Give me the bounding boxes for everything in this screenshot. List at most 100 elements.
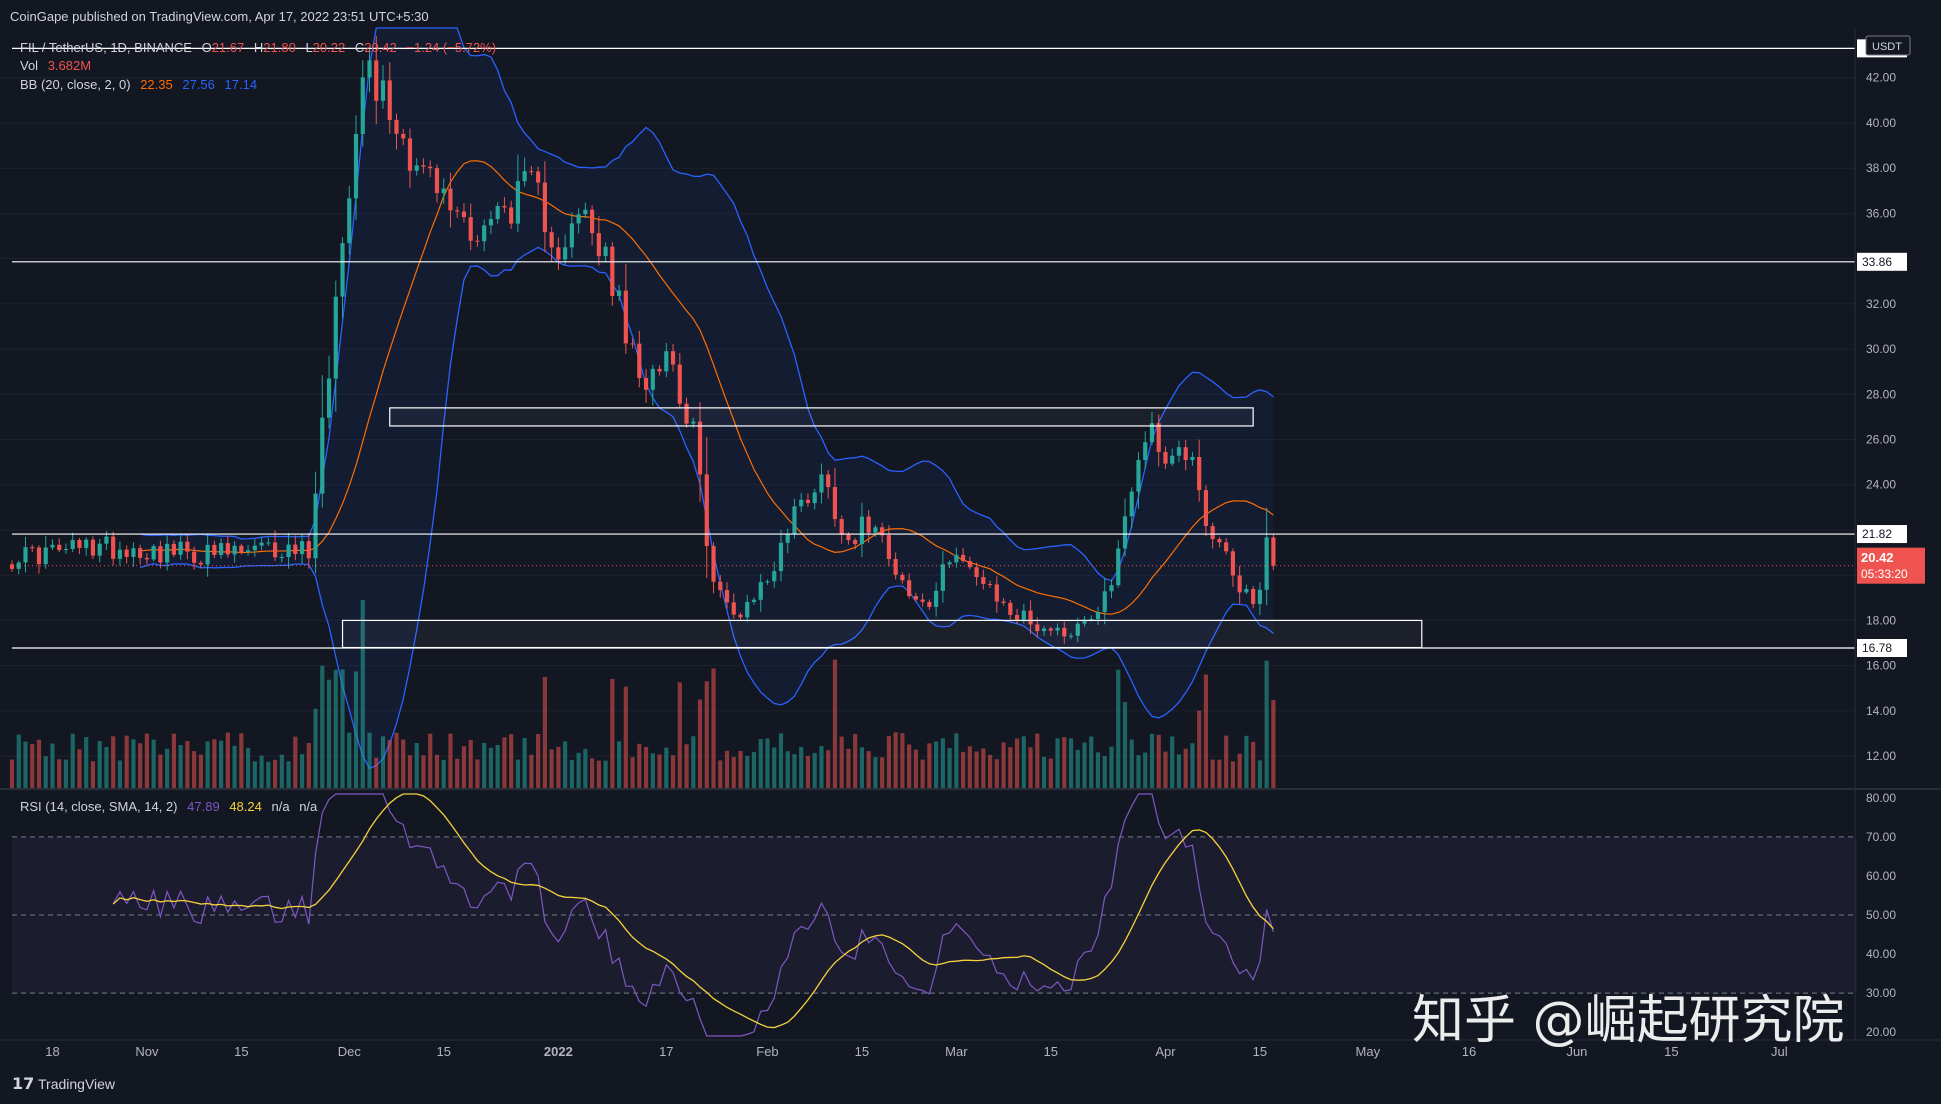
candle-body[interactable]: [131, 548, 136, 557]
candle-body[interactable]: [63, 549, 69, 551]
symbol-pair[interactable]: FIL / TetherUS, 1D, BINANCE: [20, 40, 192, 55]
candle-body[interactable]: [1055, 627, 1060, 631]
candle-body[interactable]: [144, 557, 149, 560]
candle-body[interactable]: [1082, 619, 1087, 624]
candle-body[interactable]: [799, 499, 804, 507]
candle-body[interactable]: [610, 246, 615, 296]
candle-body[interactable]: [724, 590, 730, 603]
candle-body[interactable]: [286, 544, 291, 558]
candle-body[interactable]: [124, 549, 129, 557]
candle-body[interactable]: [853, 540, 858, 545]
candle-body[interactable]: [104, 536, 109, 544]
candle-body[interactable]: [1237, 575, 1242, 593]
bb-legend[interactable]: BB (20, close, 2, 0) 22.35 27.56 17.14: [20, 77, 257, 92]
candle-body[interactable]: [967, 560, 972, 568]
candle-body[interactable]: [266, 542, 271, 544]
rsi-legend[interactable]: RSI (14, close, SMA, 14, 2) 47.89 48.24 …: [20, 799, 318, 814]
candle-body[interactable]: [583, 209, 588, 215]
candle-body[interactable]: [219, 543, 224, 555]
candle-body[interactable]: [468, 217, 473, 241]
candle-body[interactable]: [819, 474, 824, 493]
candle-body[interactable]: [832, 487, 838, 520]
candle-body[interactable]: [1089, 619, 1094, 621]
candle-body[interactable]: [826, 474, 831, 488]
candle-body[interactable]: [70, 539, 75, 550]
candle-body[interactable]: [697, 421, 703, 475]
candle-body[interactable]: [657, 368, 662, 372]
candle-body[interactable]: [178, 541, 183, 555]
candle-body[interactable]: [1008, 602, 1013, 615]
candle-body[interactable]: [751, 599, 757, 602]
candle-body[interactable]: [30, 547, 35, 549]
candle-body[interactable]: [569, 223, 574, 248]
candle-body[interactable]: [1122, 516, 1128, 549]
candle-body[interactable]: [198, 562, 203, 565]
candle-body[interactable]: [563, 247, 568, 260]
time-axis[interactable]: 18 Nov 15 Dec 15 2022 17 Feb 15 Mar 15 Apr 15 May 16 Ju…: [45, 1044, 1787, 1059]
candle-body[interactable]: [1224, 542, 1229, 552]
currency-tag[interactable]: USDT: [1872, 41, 1902, 53]
candle-body[interactable]: [77, 539, 82, 548]
candle-body[interactable]: [367, 60, 372, 78]
candle-body[interactable]: [158, 546, 163, 563]
candle-body[interactable]: [374, 60, 379, 101]
candle-body[interactable]: [138, 548, 143, 558]
rsi-axis[interactable]: 80.00 70.00 60.00 50.00 40.00 30.00 20.00: [1866, 791, 1896, 1039]
candle-body[interactable]: [913, 596, 918, 600]
candle-body[interactable]: [880, 527, 885, 536]
candle-body[interactable]: [778, 542, 784, 572]
candle-body[interactable]: [987, 584, 993, 586]
candle-body[interactable]: [509, 207, 514, 224]
candle-body[interactable]: [718, 581, 723, 591]
candle-body[interactable]: [421, 165, 426, 167]
candle-body[interactable]: [974, 567, 979, 578]
candle-body[interactable]: [812, 492, 817, 504]
candle-body[interactable]: [637, 343, 642, 379]
candle-body[interactable]: [623, 290, 628, 344]
candle-body[interactable]: [603, 246, 608, 257]
candle-body[interactable]: [353, 133, 359, 199]
candle-body[interactable]: [886, 535, 891, 560]
candle-body[interactable]: [428, 166, 433, 169]
candle-body[interactable]: [441, 188, 446, 194]
candle-body[interactable]: [691, 421, 696, 424]
candle-body[interactable]: [111, 536, 116, 559]
candle-body[interactable]: [961, 554, 966, 561]
candle-body[interactable]: [252, 545, 257, 551]
candle-body[interactable]: [1251, 589, 1256, 604]
candle-body[interactable]: [1116, 548, 1121, 586]
candle-body[interactable]: [704, 474, 709, 547]
candle-body[interactable]: [434, 168, 440, 194]
candle-body[interactable]: [475, 240, 480, 242]
candle-body[interactable]: [549, 232, 554, 248]
candle-body[interactable]: [387, 80, 392, 120]
candle-body[interactable]: [1149, 423, 1155, 443]
candle-body[interactable]: [765, 581, 770, 583]
candle-body[interactable]: [947, 562, 952, 565]
candle-body[interactable]: [934, 590, 939, 607]
candle-body[interactable]: [731, 602, 736, 615]
candle-body[interactable]: [515, 181, 520, 224]
candle-body[interactable]: [1021, 610, 1026, 620]
candle-body[interactable]: [859, 516, 865, 545]
candle-body[interactable]: [347, 198, 352, 244]
candle-body[interactable]: [407, 138, 413, 171]
candle-body[interactable]: [360, 77, 365, 134]
candle-body[interactable]: [1102, 591, 1107, 612]
candle-body[interactable]: [1257, 589, 1262, 604]
candle-body[interactable]: [650, 368, 655, 390]
candle-body[interactable]: [1217, 539, 1222, 543]
candle-body[interactable]: [542, 182, 547, 233]
candle-body[interactable]: [893, 559, 898, 575]
candle-body[interactable]: [785, 533, 790, 543]
candle-body[interactable]: [212, 544, 217, 555]
candle-body[interactable]: [907, 580, 912, 597]
candle-body[interactable]: [664, 351, 669, 372]
candle-body[interactable]: [259, 542, 264, 546]
candle-body[interactable]: [205, 544, 210, 565]
zone-rectangle[interactable]: [341, 619, 1423, 649]
candle-body[interactable]: [590, 209, 595, 234]
candle-body[interactable]: [1041, 628, 1047, 632]
candle-body[interactable]: [1183, 447, 1188, 460]
